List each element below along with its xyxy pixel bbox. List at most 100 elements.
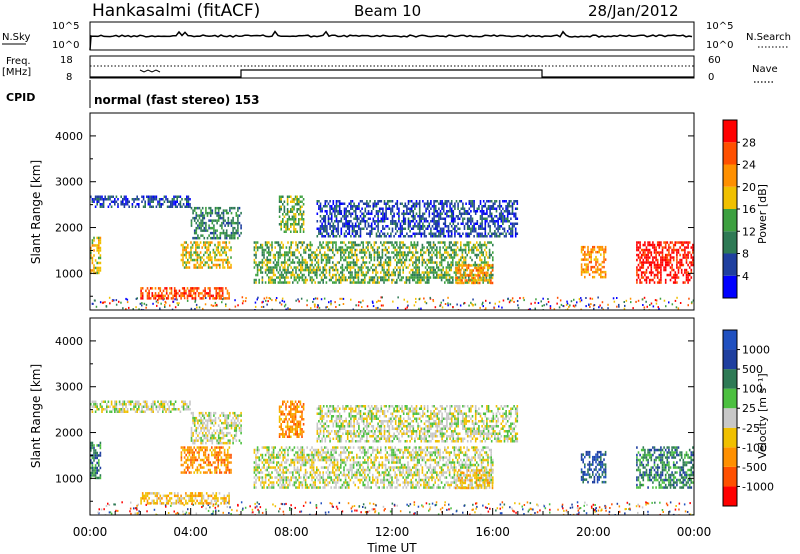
scatter-cell	[101, 405, 103, 408]
noise-cell	[647, 510, 649, 513]
noise-cell	[676, 296, 678, 299]
noise-cell	[177, 512, 180, 515]
y-tick-label: 1000	[55, 267, 83, 280]
scatter-cell	[367, 205, 370, 208]
scatter-cell	[428, 266, 430, 269]
noise-cell	[678, 508, 680, 511]
noise-cell	[604, 505, 607, 508]
scatter-cell	[337, 222, 339, 225]
scatter-cell	[436, 225, 439, 228]
scatter-cell	[264, 268, 267, 272]
scatter-cell	[198, 256, 200, 259]
scatter-cell	[514, 227, 517, 230]
scatter-cell	[467, 264, 470, 267]
scatter-cell	[228, 241, 231, 244]
scatter-cell	[261, 251, 264, 254]
scatter-cell	[692, 246, 694, 249]
scatter-cell	[388, 256, 390, 259]
scatter-cell	[401, 212, 403, 215]
scatter-cell	[502, 207, 504, 210]
scatter-cell	[109, 405, 111, 408]
scatter-cell	[209, 243, 211, 247]
scatter-cell	[99, 246, 102, 250]
scatter-cell	[94, 244, 97, 247]
scatter-cell	[687, 256, 689, 259]
noise-cell	[283, 503, 286, 506]
scatter-cell	[385, 235, 387, 238]
scatter-cell	[227, 221, 230, 225]
scatter-cell	[655, 263, 657, 267]
scatter-cell	[600, 268, 602, 271]
scatter-cell	[505, 210, 507, 213]
noise-cell	[480, 513, 482, 515]
scatter-cell	[595, 260, 597, 264]
scatter-cell	[420, 281, 422, 284]
scatter-cell	[484, 217, 487, 220]
scatter-cell	[232, 236, 234, 240]
scatter-cell	[301, 276, 304, 279]
noise-cell	[574, 304, 577, 307]
scatter-cell	[354, 261, 356, 264]
scatter-cell	[327, 248, 329, 252]
scatter-cell	[173, 408, 175, 411]
scatter-cell	[182, 400, 185, 403]
noise-cell	[145, 306, 147, 309]
scatter-cell	[494, 222, 496, 225]
scatter-cell	[159, 297, 162, 300]
scatter-cell	[199, 263, 202, 267]
scatter-cell	[192, 211, 194, 215]
scatter-cell	[304, 276, 307, 279]
scatter-cell	[490, 281, 492, 285]
scatter-cell	[217, 243, 219, 247]
noise-cell	[215, 509, 217, 512]
noise-cell	[265, 508, 267, 511]
scatter-cell	[205, 224, 207, 227]
scatter-cell	[327, 222, 330, 225]
scatter-cell	[658, 243, 661, 247]
scatter-cell	[431, 256, 433, 259]
scatter-cell	[253, 261, 256, 264]
scatter-cell	[644, 243, 646, 247]
scatter-cell	[205, 209, 207, 212]
scatter-cell	[495, 232, 498, 235]
scatter-cell	[286, 210, 289, 213]
scatter-cell	[349, 241, 352, 244]
scatter-cell	[644, 256, 646, 259]
scatter-cell	[352, 253, 355, 257]
scatter-cell	[590, 253, 592, 256]
noise-cell	[513, 300, 515, 303]
scatter-cell	[375, 202, 378, 205]
noise-cell	[598, 306, 600, 309]
scatter-cell	[636, 271, 638, 274]
noise-cell	[221, 301, 223, 304]
scatter-cell	[211, 256, 213, 259]
scatter-cell	[253, 248, 256, 252]
scatter-cell	[207, 266, 210, 269]
scatter-cell	[182, 248, 184, 252]
scatter-cell	[362, 281, 364, 284]
scatter-cell	[601, 275, 604, 279]
scatter-cell	[353, 230, 355, 233]
scatter-cell	[410, 251, 412, 254]
scatter-cell	[458, 258, 460, 262]
scatter-cell	[157, 297, 160, 300]
noise-cell	[432, 299, 434, 301]
scatter-cell	[488, 266, 491, 270]
scatter-cell	[301, 195, 303, 198]
scatter-cell	[498, 232, 501, 235]
scatter-cell	[240, 226, 242, 230]
scatter-cell	[345, 230, 347, 233]
noise-cell	[652, 305, 655, 308]
scatter-cell	[183, 261, 186, 264]
scatter-cell	[445, 266, 448, 269]
scatter-cell	[328, 246, 331, 249]
scatter-cell	[642, 243, 645, 247]
scatter-cell	[230, 224, 233, 227]
scatter-cell	[391, 220, 394, 223]
scatter-cell	[372, 278, 374, 282]
scatter-cell	[464, 261, 467, 264]
scatter-cell	[385, 205, 387, 208]
scatter-cell	[481, 217, 483, 220]
scatter-cell	[479, 278, 481, 282]
scatter-cell	[438, 215, 440, 218]
